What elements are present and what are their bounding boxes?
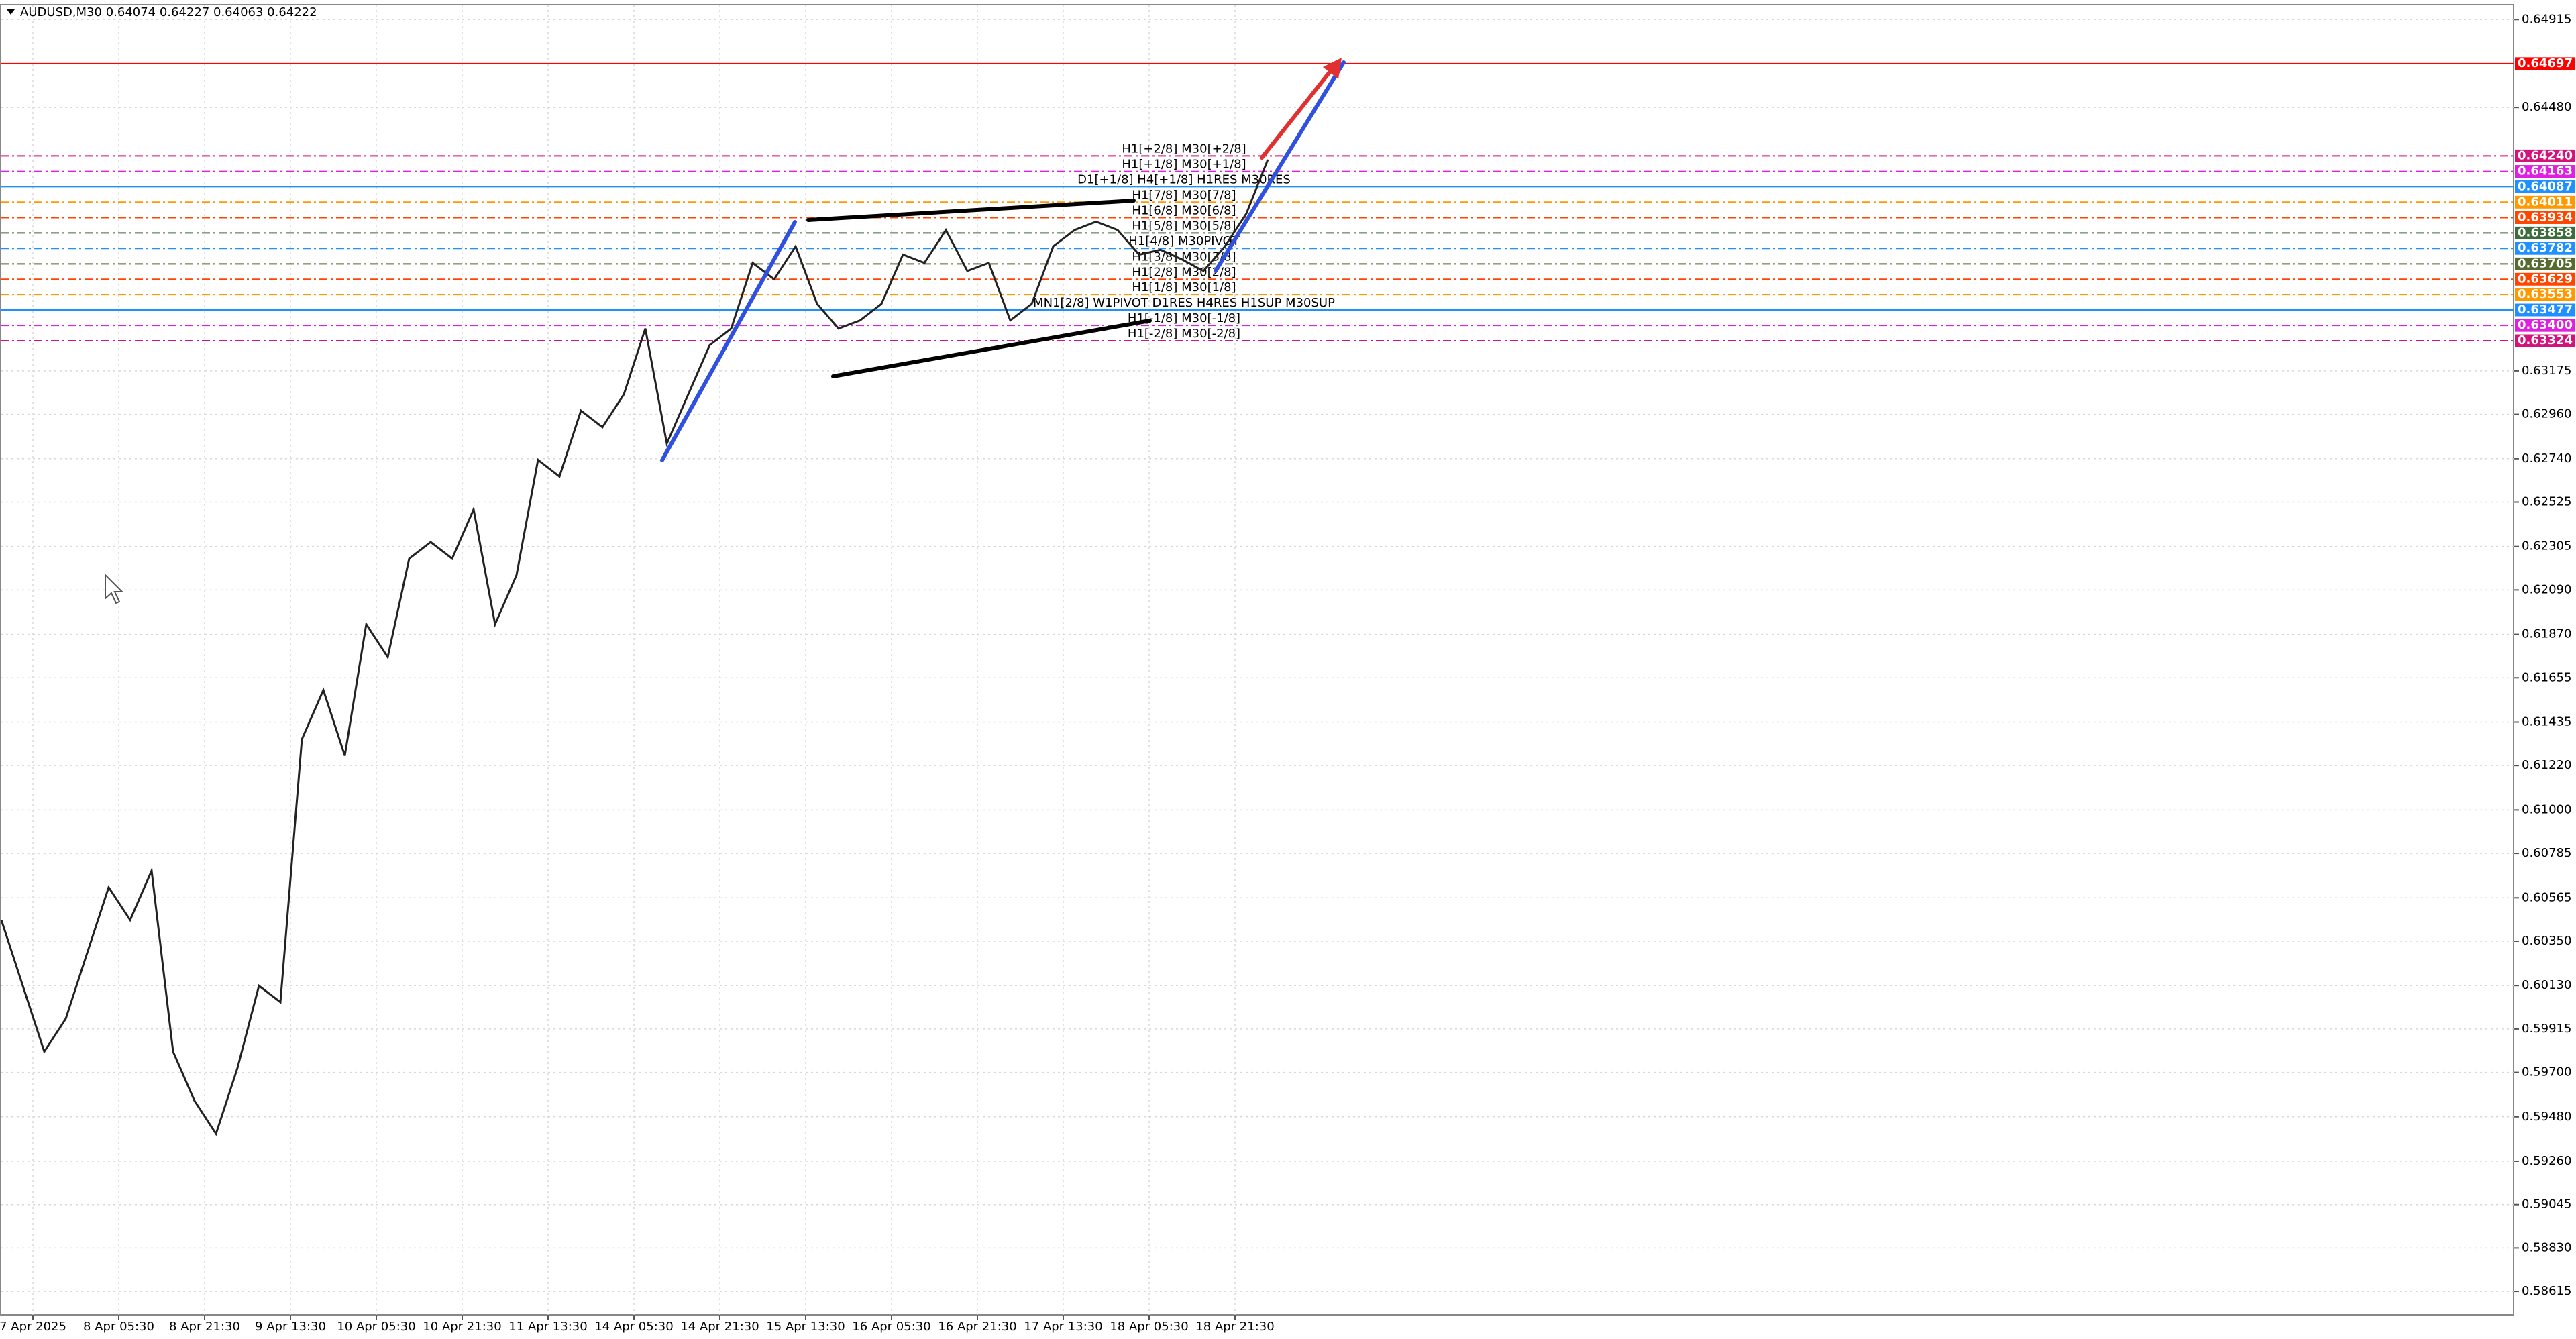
level-note: D1[+1/8] H4[+1/8] H1RES M30RES [1077,172,1291,186]
level-price-label: 0.63400 [2518,318,2573,332]
level-price-box [2515,149,2575,162]
y-tick-label: 0.62305 [2522,539,2571,553]
plot-frame [0,4,2514,1316]
x-tick-label: 7 Apr 2025 [0,1320,66,1334]
y-tick-label: 0.64480 [2522,100,2571,114]
y-tick-label: 0.58830 [2522,1240,2571,1254]
y-tick-label: 0.59915 [2522,1022,2571,1036]
level-price-box [2515,226,2575,239]
y-tick-label: 0.61220 [2522,758,2571,772]
level-note: MN1[2/8] W1PIVOT D1RES H4RES H1SUP M30SU… [1033,296,1335,310]
x-tick-label: 9 Apr 13:30 [255,1320,326,1334]
level-price-box [2515,334,2575,347]
y-tick-label: 0.59260 [2522,1154,2571,1168]
y-tick-label: 0.62740 [2522,451,2571,466]
level-note: H1[+2/8] M30[+2/8] [1122,142,1246,156]
arrow-head [1323,58,1342,79]
level-price-label: 0.63934 [2518,210,2573,224]
x-tick-label: 14 Apr 05:30 [594,1320,673,1334]
level-note: H1[6/8] M30[6/8] [1132,203,1236,217]
level-note: H1[5/8] M30[5/8] [1132,219,1236,233]
x-tick-label: 14 Apr 21:30 [680,1320,759,1334]
level-price-label: 0.63629 [2518,272,2573,286]
trend-line [660,220,797,462]
level-price-box [2515,165,2575,178]
y-tick-label: 0.60785 [2522,846,2571,860]
y-tick-label: 0.62960 [2522,407,2571,421]
trend-line [831,319,1152,378]
x-tick-label: 16 Apr 05:30 [852,1320,930,1334]
level-price-box [2515,303,2575,317]
x-tick-label: 10 Apr 05:30 [337,1320,415,1334]
symbol-header: AUDUSD,M30 0.64074 0.64227 0.64063 0.642… [20,5,317,19]
level-price-box [2515,211,2575,224]
level-note: H1[+1/8] M30[+1/8] [1122,158,1246,172]
level-price-label: 0.64240 [2518,148,2573,162]
levels: H1[+2/8] M30[+2/8] H1[+1/8] M30[+1/8]D1[+… [1,62,2514,342]
level-price-box [2515,272,2575,286]
level-note: H1[4/8] M30PIVOT [1128,234,1240,248]
level-price-box [2515,242,2575,255]
level-price-label: 0.63705 [2518,256,2573,270]
level-price-label: 0.63477 [2518,303,2573,317]
level-price-box [2515,288,2575,301]
level-price-box [2515,257,2575,270]
level-note: H1[7/8] M30[7/8] [1132,188,1236,202]
level-price-label: 0.63782 [2518,241,2573,255]
y-tick-label: 0.63175 [2522,364,2571,378]
x-tick-label: 18 Apr 05:30 [1110,1320,1188,1334]
trend-line [806,199,1136,222]
y-tick-label: 0.62525 [2522,494,2571,508]
level-note: H1[2/8] M30[2/8] [1132,265,1236,279]
y-tick-label: 0.59700 [2522,1065,2571,1079]
time-axis: 7 Apr 2025 8 Apr 05:30 8 Apr 21:30 9 Apr 13… [0,1315,1275,1334]
level-price-label: 0.63324 [2518,333,2573,347]
level-price-label: 0.64163 [2518,164,2573,178]
y-tick-label: 0.59480 [2522,1110,2571,1124]
x-tick-label: 8 Apr 05:30 [83,1320,154,1334]
y-tick-label: 0.58615 [2522,1284,2571,1298]
x-tick-label: 16 Apr 21:30 [938,1320,1016,1334]
level-price-box [2515,319,2575,332]
y-tick-label: 0.59045 [2522,1197,2571,1212]
y-tick-label: 0.60565 [2522,890,2571,904]
x-tick-label: 18 Apr 21:30 [1195,1320,1274,1334]
level-price-label: 0.64697 [2518,56,2573,70]
y-tick-label: 0.62090 [2522,582,2571,596]
x-tick-label: 11 Apr 13:30 [508,1320,587,1334]
forecast-arrow [1260,65,1336,160]
level-price-label: 0.63858 [2518,225,2573,239]
y-tick-label: 0.64915 [2522,12,2571,26]
grid [1,5,2514,1315]
menu-arrow [7,9,15,15]
y-tick-label: 0.61435 [2522,714,2571,729]
drawings [660,58,1346,462]
level-price-label: 0.64087 [2518,179,2573,193]
level-price-box [2515,180,2575,193]
x-tick-label: 8 Apr 21:30 [169,1320,240,1334]
y-tick-label: 0.61870 [2522,627,2571,641]
x-tick-label: 10 Apr 21:30 [423,1320,501,1334]
level-price-box [2515,57,2575,70]
level-note: H1[1/8] M30[1/8] [1132,280,1236,294]
x-tick-label: 15 Apr 13:30 [766,1320,845,1334]
level-note: H1[-2/8] M30[-2/8] [1128,327,1240,341]
price-axis: 0.64915 0.64480 0.63175 0.62960 0.62740 0.625… [2514,12,2575,1298]
y-tick-label: 0.60350 [2522,934,2571,948]
price-line [0,159,1269,1136]
level-note: H1[-1/8] M30[-1/8] [1128,311,1240,325]
price [0,159,1269,1136]
x-tick-label: 17 Apr 13:30 [1024,1320,1102,1334]
trend-line [1214,60,1346,273]
level-price-label: 0.64011 [2518,195,2573,209]
y-tick-label: 0.61000 [2522,802,2571,816]
level-price-box [2515,195,2575,209]
y-tick-label: 0.61655 [2522,670,2571,684]
level-price-label: 0.63553 [2518,287,2573,301]
level-note: H1[3/8] M30[3/8] [1132,250,1236,264]
y-tick-label: 0.60130 [2522,978,2571,992]
mouse-cursor [105,573,124,604]
